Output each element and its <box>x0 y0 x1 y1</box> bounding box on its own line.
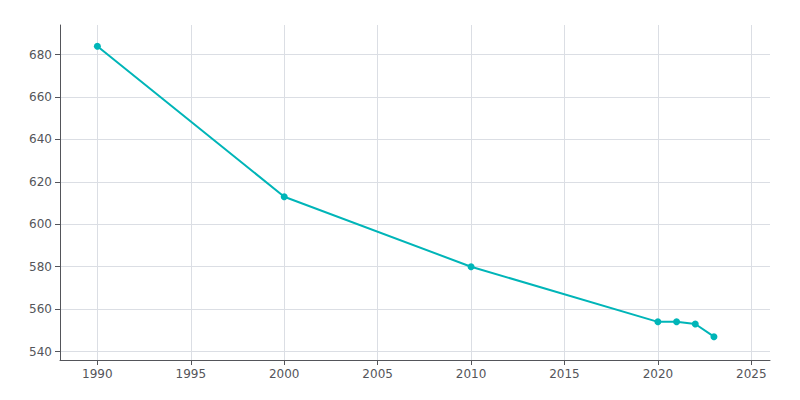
svg-text:1990: 1990 <box>82 367 113 381</box>
svg-text:660: 660 <box>29 90 52 104</box>
svg-text:2025: 2025 <box>736 367 767 381</box>
svg-text:560: 560 <box>29 302 52 316</box>
svg-text:1995: 1995 <box>176 367 207 381</box>
svg-text:2020: 2020 <box>643 367 674 381</box>
svg-text:620: 620 <box>29 175 52 189</box>
svg-text:580: 580 <box>29 260 52 274</box>
svg-text:680: 680 <box>29 48 52 62</box>
svg-text:600: 600 <box>29 217 52 231</box>
svg-text:2015: 2015 <box>549 367 580 381</box>
svg-text:2005: 2005 <box>362 367 393 381</box>
svg-text:540: 540 <box>29 345 52 359</box>
svg-text:2010: 2010 <box>456 367 487 381</box>
svg-text:2000: 2000 <box>269 367 300 381</box>
svg-text:640: 640 <box>29 132 52 146</box>
